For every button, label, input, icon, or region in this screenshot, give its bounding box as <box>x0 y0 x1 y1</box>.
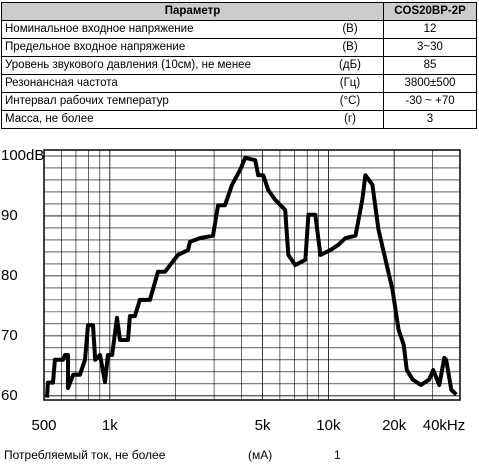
param-cell: Масса, не более <box>1 110 317 129</box>
x-tick-label: 5k <box>255 417 271 434</box>
x-tick-label: 40kHz <box>423 417 466 434</box>
plot-frame <box>43 149 461 401</box>
param-cell: Предельное входное напряжение <box>1 38 317 57</box>
value-cell: 3 <box>383 110 477 129</box>
param-cell: Уровень звукового давления (10см), не ме… <box>1 56 317 75</box>
row: Резонансная частота (Гц) 3800±500 <box>1 74 477 93</box>
chart: 60 70 80 90 100dB 500 1k 5k 10k 20k 40kHz <box>1 147 466 434</box>
header-cell: Параметр <box>1 2 384 21</box>
unit-cell: (дБ) <box>317 56 384 75</box>
x-tick-label: 20k <box>382 417 407 434</box>
row: Интервал рабочих температур (°C) -30 ~ +70 <box>1 92 477 111</box>
row: Номинальное входное напряжение (В) 12 <box>1 20 477 39</box>
unit-cell: (г) <box>317 110 384 129</box>
value-cell: 3800±500 <box>383 74 477 93</box>
header-row: Параметр COS20BP-2P <box>1 2 477 21</box>
unit-cell: (В) <box>317 20 384 39</box>
header-cell: COS20BP-2P <box>383 2 477 21</box>
param-cell: Резонансная частота <box>1 74 317 93</box>
spec-table: Параметр COS20BP-2P Номинальное входное на… <box>1 2 477 129</box>
unit-cell: (Гц) <box>317 74 384 93</box>
footer-value: 1 <box>334 448 341 462</box>
y-tick-label: 80 <box>1 267 18 284</box>
x-tick-label: 1k <box>102 417 118 434</box>
param-cell: Интервал рабочих температур <box>1 92 317 111</box>
param-cell: Номинальное входное напряжение <box>1 20 317 39</box>
y-tick-label: 70 <box>1 327 18 344</box>
y-tick-label: 60 <box>1 387 18 404</box>
x-tick-label: 10k <box>316 417 341 434</box>
value-cell: 12 <box>383 20 477 39</box>
value-cell: 85 <box>383 56 477 75</box>
row: Уровень звукового давления (10см), не ме… <box>1 56 477 75</box>
unit-cell: (°C) <box>317 92 384 111</box>
row: Предельное входное напряжение (В) 3~30 <box>1 38 477 57</box>
response-line <box>45 155 458 398</box>
value-cell: -30 ~ +70 <box>383 92 477 111</box>
unit-cell: (В) <box>317 38 384 57</box>
row: Масса, не более (г) 3 <box>1 110 477 129</box>
footer-param: Потребляемый ток, не более <box>4 448 166 462</box>
x-tick-label: 500 <box>31 417 56 434</box>
value-cell: 3~30 <box>383 38 477 57</box>
footer-unit: (мА) <box>248 448 273 462</box>
footer: Потребляемый ток, не более (мА) 1 <box>4 448 474 462</box>
y-tick-label: 90 <box>1 207 18 224</box>
y-tick-label: 100dB <box>1 147 44 164</box>
